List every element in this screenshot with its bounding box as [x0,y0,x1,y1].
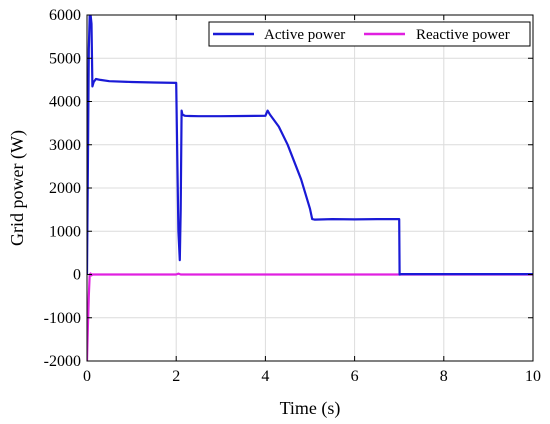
x-tick-label: 10 [525,368,541,385]
y-tick-label: 4000 [49,94,81,111]
grid-lines [86,14,534,362]
y-tick-label: 2000 [49,180,81,197]
legend-label-active-power: Active power [264,27,345,43]
x-axis-label: Time (s) [280,398,341,419]
legend: Active power Reactive power [208,21,531,47]
y-tick-label: -2000 [44,353,81,370]
y-tick-label: 5000 [49,50,81,67]
x-tick-label: 8 [440,368,448,385]
y-tick-label: -1000 [44,310,81,327]
series-line-active-power [87,15,533,276]
x-tick-label: 2 [172,368,180,385]
y-tick-label: 1000 [49,223,81,240]
x-tick-label: 6 [351,368,359,385]
y-tick-label: 6000 [49,7,81,24]
x-tick-label: 0 [83,368,91,385]
x-tick-label: 4 [261,368,269,385]
legend-label-reactive-power: Reactive power [416,27,510,43]
y-axis-label: Grid power (W) [7,130,28,246]
axis-ticks: 0 2 4 6 8 10 -2000 -1000 0 1000 2000 3000 4000 5000 60… [44,7,541,385]
y-tick-label: 0 [73,267,81,284]
y-tick-label: 3000 [49,137,81,154]
